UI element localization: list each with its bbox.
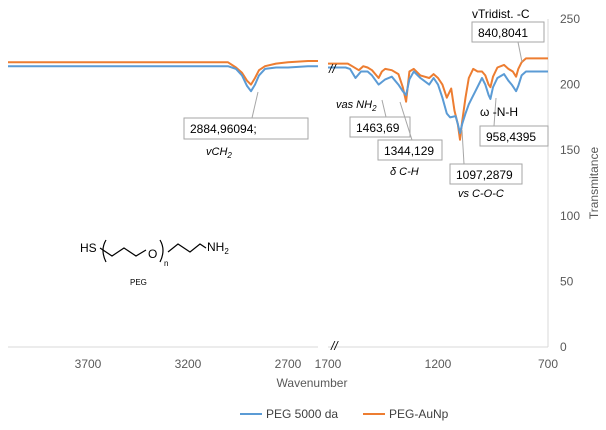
- peg-nh2-label: NH2: [207, 240, 229, 256]
- annotation-2884-assignment: vCH2: [206, 146, 232, 160]
- x-tick-label: 1700: [315, 357, 342, 371]
- y-tick-label: 100: [560, 209, 580, 223]
- series-line-peg-aunp-panel1: [8, 60, 318, 86]
- peg-n-subscript: n: [164, 259, 168, 268]
- annotation-1463-box: [349, 116, 411, 138]
- annotation-840-value: 840,8041: [478, 26, 528, 40]
- annotation-958: ω -N-H 958,4395: [479, 97, 549, 147]
- annotation-2884-box: [183, 117, 309, 140]
- y-ticks: 0 50 100 150 200 250: [560, 12, 580, 354]
- series-layer: [8, 57, 548, 141]
- annotation-1344: 1344,129 δ C-H: [377, 101, 443, 178]
- x-tick-label: 1200: [425, 357, 452, 371]
- peg-repeat-bracket-left: [102, 239, 107, 263]
- annotation-1463-value: 1463,69: [356, 121, 400, 135]
- peg-backbone-right: [167, 243, 207, 253]
- annotation-2884-leader: [251, 91, 259, 119]
- axis-break-mark-bottom: //: [330, 339, 339, 353]
- legend: PEG 5000 da PEG-AuNp: [240, 407, 449, 421]
- y-tick-label: 200: [560, 78, 580, 92]
- x-ticks: 3700 3200 2700 1700 1200 700: [75, 357, 559, 371]
- annotation-1344-value: 1344,129: [384, 144, 434, 158]
- y-tick-label: 0: [560, 340, 567, 354]
- series-line-peg-aunp-panel2: [328, 57, 548, 141]
- annotation-840-assignment: vTridist. -C: [472, 7, 530, 21]
- y-tick-label: 150: [560, 143, 580, 157]
- x-tick-label: 700: [538, 357, 558, 371]
- x-tick-label: 3700: [75, 357, 102, 371]
- x-tick-label: 2700: [275, 357, 302, 371]
- legend-label-peg: PEG 5000 da: [266, 407, 338, 421]
- axes-layer: [8, 19, 549, 348]
- annotation-958-box: [479, 125, 549, 147]
- x-axis-title: Wavenumber: [277, 376, 348, 390]
- annotation-840-leader: [517, 41, 523, 63]
- peg-caption: PEG: [130, 278, 147, 287]
- peg-o-label: O: [148, 247, 157, 261]
- series-line-peg-panel1: [8, 65, 318, 93]
- annotation-1097-assignment: vs C-O-C: [458, 188, 504, 200]
- annotation-1463: vas NH2 1463,69: [336, 99, 411, 138]
- annotation-1344-leader: [399, 101, 413, 141]
- series-line-peg-panel2: [328, 66, 548, 135]
- peg-backbone-left: [99, 247, 147, 257]
- annotation-2884: 2884,96094; vCH2: [183, 91, 309, 160]
- annotation-1344-assignment: δ C-H: [390, 166, 419, 178]
- annotation-840-box: [471, 21, 545, 43]
- y-tick-label: 250: [560, 12, 580, 26]
- annotation-958-assignment: ω -N-H: [480, 105, 518, 119]
- x-tick-label: 3200: [175, 357, 202, 371]
- annotation-2884-value: 2884,96094;: [190, 122, 257, 136]
- legend-label-peg-aunp: PEG-AuNp: [389, 407, 449, 421]
- annotation-958-leader: [493, 97, 497, 127]
- annotation-1097-value: 1097,2879: [456, 168, 513, 182]
- peg-repeat-bracket-right: [159, 239, 164, 263]
- annotation-840: vTridist. -C 840,8041: [471, 7, 545, 63]
- y-axis-title: Transmitance: [587, 147, 601, 220]
- annotation-1097-box: [449, 163, 523, 185]
- annotation-958-value: 958,4395: [486, 130, 536, 144]
- annotation-1463-leader: [381, 99, 387, 118]
- annotation-1463-assignment: vas NH2: [336, 99, 377, 113]
- peg-hs-label: HS: [80, 241, 97, 255]
- annotation-1097: 1097,2879 vs C-O-C: [449, 129, 523, 200]
- annotation-1344-box: [377, 139, 443, 161]
- axis-break-mark-top: //: [328, 62, 337, 76]
- y-tick-label: 50: [560, 274, 574, 288]
- annotation-1097-leader: [461, 129, 465, 165]
- peg-structure: HS O n NH2 PEG: [80, 239, 229, 287]
